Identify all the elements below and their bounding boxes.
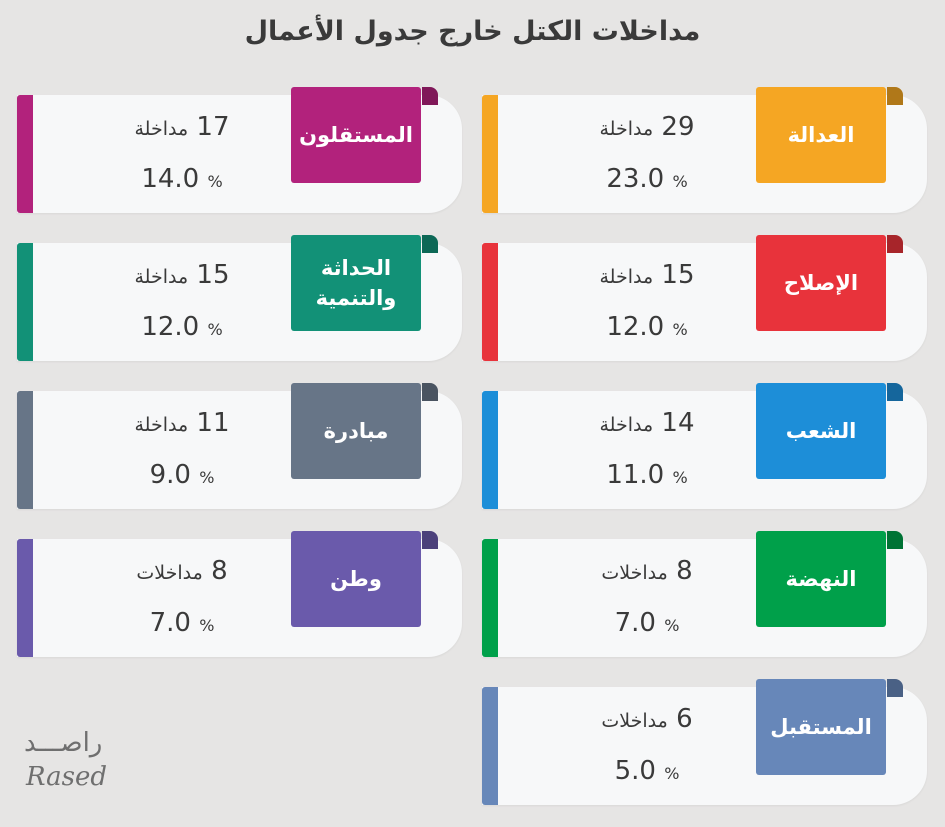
- percent-value: 7.0: [614, 608, 665, 638]
- color-stripe: [482, 391, 498, 509]
- percent-value: 12.0: [141, 312, 208, 342]
- chart-title: مداخلات الكتل خارج جدول الأعمال: [244, 16, 701, 47]
- count-value: 8: [667, 556, 693, 586]
- interventions-count: 17 مداخلة: [77, 109, 287, 145]
- count-unit: مداخلة: [599, 118, 654, 140]
- percent-value: 7.0: [149, 608, 200, 638]
- color-stripe: [482, 687, 498, 805]
- count-value: 29: [653, 112, 695, 142]
- count-unit: مداخلات: [601, 562, 668, 584]
- count-unit: مداخلات: [136, 562, 203, 584]
- percentage: 12.0 %: [542, 309, 752, 345]
- party-name-tag: الشعب: [756, 383, 886, 479]
- percent-value: 5.0: [614, 756, 665, 786]
- tag-fold: [887, 383, 903, 401]
- percentage: 7.0 %: [542, 605, 752, 641]
- interventions-count: 8 مداخلات: [77, 553, 287, 589]
- logo-latin: Rased: [26, 762, 108, 792]
- percentage: 23.0 %: [542, 161, 752, 197]
- party-card: الشعب 14 مداخلة 11.0 %: [482, 383, 945, 509]
- interventions-count: 11 مداخلة: [77, 405, 287, 441]
- party-card: المستقلون 17 مداخلة 14.0 %: [17, 87, 480, 213]
- party-name-tag: المستقبل: [756, 679, 886, 775]
- party-card: العدالة 29 مداخلة 23.0 %: [482, 87, 945, 213]
- percent-sign: %: [672, 320, 688, 339]
- percentage: 7.0 %: [77, 605, 287, 641]
- party-card: المستقبل 6 مداخلات 5.0 %: [482, 679, 945, 805]
- percentage: 5.0 %: [542, 753, 752, 789]
- percent-sign: %: [199, 468, 215, 487]
- interventions-count: 8 مداخلات: [542, 553, 752, 589]
- party-card: الإصلاح 15 مداخلة 12.0 %: [482, 235, 945, 361]
- party-name-tag: النهضة: [756, 531, 886, 627]
- percent-value: 12.0: [606, 312, 673, 342]
- percentage: 11.0 %: [542, 457, 752, 493]
- interventions-count: 29 مداخلة: [542, 109, 752, 145]
- tag-fold: [887, 235, 903, 253]
- percent-sign: %: [207, 320, 223, 339]
- rased-logo: راصـــد Rased: [24, 728, 144, 792]
- count-unit: مداخلة: [599, 414, 654, 436]
- color-stripe: [17, 539, 33, 657]
- percentage: 14.0 %: [77, 161, 287, 197]
- interventions-count: 15 مداخلة: [77, 257, 287, 293]
- percent-sign: %: [672, 172, 688, 191]
- count-value: 8: [202, 556, 228, 586]
- color-stripe: [17, 391, 33, 509]
- count-value: 11: [188, 408, 230, 438]
- tag-fold: [887, 679, 903, 697]
- percent-sign: %: [664, 616, 680, 635]
- interventions-count: 15 مداخلة: [542, 257, 752, 293]
- party-name-tag: المستقلون: [291, 87, 421, 183]
- count-value: 15: [188, 260, 230, 290]
- count-unit: مداخلة: [134, 414, 189, 436]
- party-name-tag: وطن: [291, 531, 421, 627]
- count-value: 14: [653, 408, 695, 438]
- tag-fold: [422, 235, 438, 253]
- party-name-tag: الحداثة والتنمية: [291, 235, 421, 331]
- percentage: 12.0 %: [77, 309, 287, 345]
- count-unit: مداخلات: [601, 710, 668, 732]
- party-card: وطن 8 مداخلات 7.0 %: [17, 531, 480, 657]
- party-name-tag: مبادرة: [291, 383, 421, 479]
- count-unit: مداخلة: [599, 266, 654, 288]
- percent-sign: %: [664, 764, 680, 783]
- percent-value: 9.0: [149, 460, 200, 490]
- party-name-tag: الإصلاح: [756, 235, 886, 331]
- tag-fold: [422, 87, 438, 105]
- tag-fold: [422, 383, 438, 401]
- party-card: الحداثة والتنمية 15 مداخلة 12.0 %: [17, 235, 480, 361]
- count-value: 15: [653, 260, 695, 290]
- color-stripe: [17, 243, 33, 361]
- tag-fold: [422, 531, 438, 549]
- count-value: 17: [188, 112, 230, 142]
- party-name-tag: العدالة: [756, 87, 886, 183]
- interventions-count: 6 مداخلات: [542, 701, 752, 737]
- percent-sign: %: [207, 172, 223, 191]
- party-card: النهضة 8 مداخلات 7.0 %: [482, 531, 945, 657]
- party-card: مبادرة 11 مداخلة 9.0 %: [17, 383, 480, 509]
- percent-sign: %: [199, 616, 215, 635]
- percentage: 9.0 %: [77, 457, 287, 493]
- tag-fold: [887, 531, 903, 549]
- tag-fold: [887, 87, 903, 105]
- color-stripe: [482, 539, 498, 657]
- interventions-count: 14 مداخلة: [542, 405, 752, 441]
- percent-value: 23.0: [606, 164, 673, 194]
- color-stripe: [17, 95, 33, 213]
- count-unit: مداخلة: [134, 118, 189, 140]
- percent-sign: %: [672, 468, 688, 487]
- color-stripe: [482, 95, 498, 213]
- percent-value: 11.0: [606, 460, 673, 490]
- color-stripe: [482, 243, 498, 361]
- count-value: 6: [667, 704, 693, 734]
- logo-arabic: راصـــد: [24, 728, 103, 758]
- percent-value: 14.0: [141, 164, 208, 194]
- count-unit: مداخلة: [134, 266, 189, 288]
